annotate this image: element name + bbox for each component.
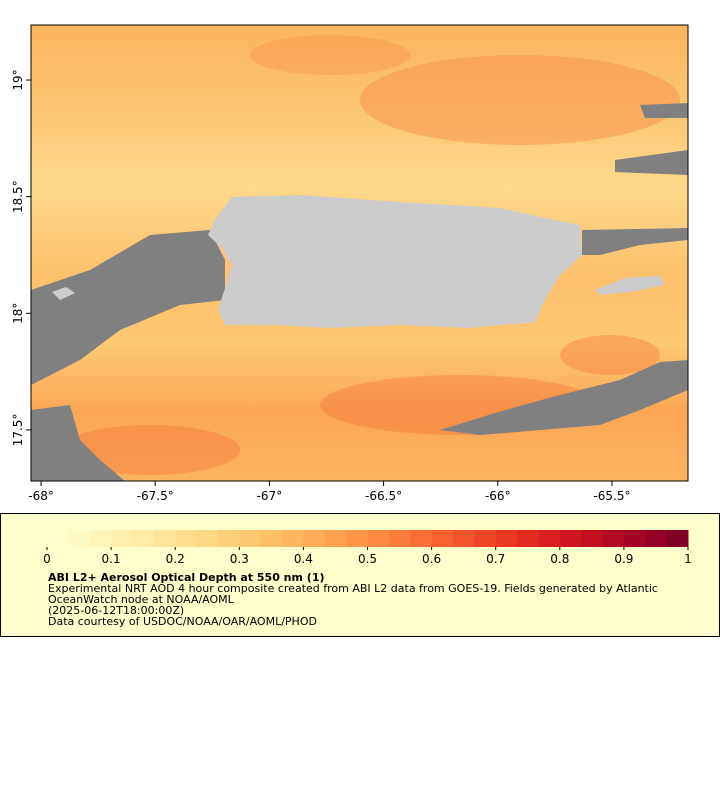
x-tick-label: -66.5° — [365, 489, 402, 503]
colorbar-swatch — [367, 530, 390, 547]
aod-patch — [250, 35, 410, 75]
legend-line: Experimental NRT AOD 4 hour composite cr… — [48, 582, 658, 595]
colorbar-tick-label: 1 — [684, 552, 692, 566]
colorbar-swatch — [452, 530, 475, 547]
colorbar-swatch — [666, 530, 689, 547]
x-tick-label: -66° — [485, 489, 511, 503]
colorbar-swatch — [581, 530, 604, 547]
colorbar-swatch — [388, 530, 411, 547]
colorbar-swatch — [239, 530, 262, 547]
y-tick-label: 17.5° — [11, 414, 25, 447]
no-data — [31, 103, 688, 481]
colorbar-swatch — [410, 530, 433, 547]
axes: -68° -67.5° -67° -66.5° -66° -65.5° 17.5° 18° 18… — [11, 69, 630, 503]
y-tick-label: 18.5° — [11, 180, 25, 213]
colorbar-swatch — [559, 530, 582, 547]
colorbar-swatch — [153, 530, 176, 547]
colorbar-tick-label: 0.5 — [358, 552, 377, 566]
colorbar-tick-label: 0.1 — [102, 552, 121, 566]
colorbar-tick-label: 0.9 — [614, 552, 633, 566]
colorbar-swatch — [282, 530, 304, 547]
colorbar-swatch — [645, 530, 668, 547]
colorbar-swatch — [68, 530, 91, 547]
colorbar: 0 0.1 0.2 0.3 0.4 0.5 0.6 0.7 0.8 0.9 1 — [43, 530, 692, 566]
legend-line: Data courtesy of USDOC/NOAA/OAR/AOML/PHO… — [48, 615, 317, 628]
colorbar-swatch — [474, 530, 497, 547]
map-frame — [30, 24, 689, 482]
colorbar-swatch — [196, 530, 219, 547]
colorbar-swatch — [538, 530, 561, 547]
aod-patch — [60, 425, 240, 475]
colorbar-swatch — [111, 530, 133, 547]
colorbar-swatch — [602, 530, 625, 547]
colorbar-swatch — [517, 530, 539, 547]
colorbar-swatch — [495, 530, 518, 547]
colorbar-tick-label: 0.8 — [550, 552, 569, 566]
colorbar-tick-label: 0.2 — [166, 552, 185, 566]
legend-line: OceanWatch node at NOAA/AOML — [48, 593, 235, 606]
y-tick-label: 18° — [11, 303, 25, 324]
colorbar-swatch — [431, 530, 454, 547]
legend-title: ABI L2+ Aerosol Optical Depth at 550 nm … — [48, 571, 325, 584]
colorbar-tick-label: 0.7 — [486, 552, 505, 566]
colorbar-swatch — [175, 530, 198, 547]
colorbar-swatch — [217, 530, 240, 547]
colorbar-tick-label: 0.4 — [294, 552, 313, 566]
colorbar-tick-label: 0 — [43, 552, 51, 566]
x-tick-label: -65.5° — [593, 489, 630, 503]
colorbar-swatch — [132, 530, 155, 547]
x-tick-label: -67° — [257, 489, 283, 503]
y-tick-label: 19° — [11, 69, 25, 90]
colorbar-swatch — [346, 530, 368, 547]
land — [52, 195, 665, 328]
colorbar-swatch — [303, 530, 326, 547]
aod-patch — [360, 55, 680, 145]
x-tick-label: -67.5° — [137, 489, 174, 503]
colorbar-swatch — [324, 530, 347, 547]
aod-patch — [560, 335, 660, 375]
map-image — [30, 24, 689, 482]
legend-line: (2025-06-12T18:00:00Z) — [48, 604, 184, 617]
colorbar-swatch — [89, 530, 112, 547]
x-tick-label: -68° — [28, 489, 54, 503]
colorbar-swatch — [47, 530, 69, 547]
colorbar-tick-label: 0.3 — [230, 552, 249, 566]
colorbar-swatch — [623, 530, 646, 547]
colorbar-swatch — [260, 530, 283, 547]
colorbar-tick-label: 0.6 — [422, 552, 441, 566]
